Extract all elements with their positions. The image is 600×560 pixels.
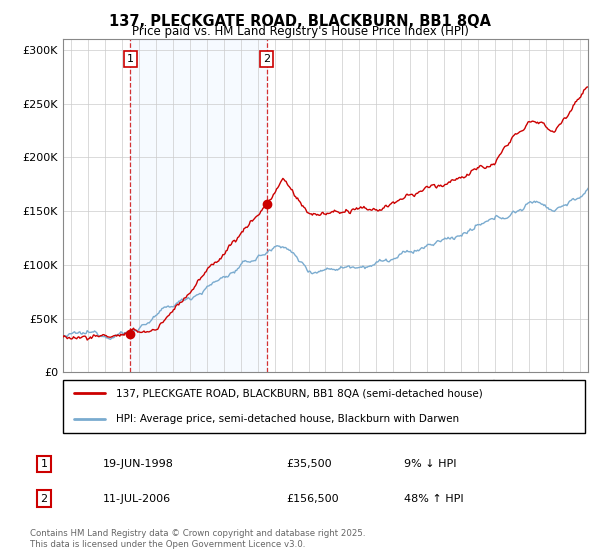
Text: 137, PLECKGATE ROAD, BLACKBURN, BB1 8QA (semi-detached house): 137, PLECKGATE ROAD, BLACKBURN, BB1 8QA …	[115, 388, 482, 398]
Text: 137, PLECKGATE ROAD, BLACKBURN, BB1 8QA: 137, PLECKGATE ROAD, BLACKBURN, BB1 8QA	[109, 14, 491, 29]
Text: 2: 2	[263, 54, 270, 64]
Text: £35,500: £35,500	[287, 459, 332, 469]
Text: Price paid vs. HM Land Registry's House Price Index (HPI): Price paid vs. HM Land Registry's House …	[131, 25, 469, 38]
Text: £156,500: £156,500	[287, 493, 340, 503]
Text: Contains HM Land Registry data © Crown copyright and database right 2025.
This d: Contains HM Land Registry data © Crown c…	[30, 529, 365, 549]
Text: 1: 1	[40, 459, 47, 469]
Text: 19-JUN-1998: 19-JUN-1998	[103, 459, 173, 469]
Text: 9% ↓ HPI: 9% ↓ HPI	[404, 459, 457, 469]
FancyBboxPatch shape	[63, 380, 586, 433]
Text: 48% ↑ HPI: 48% ↑ HPI	[404, 493, 463, 503]
Text: 2: 2	[40, 493, 47, 503]
Text: HPI: Average price, semi-detached house, Blackburn with Darwen: HPI: Average price, semi-detached house,…	[115, 414, 458, 424]
Text: 11-JUL-2006: 11-JUL-2006	[103, 493, 170, 503]
Bar	[130, 39, 267, 372]
Text: 1: 1	[127, 54, 134, 64]
